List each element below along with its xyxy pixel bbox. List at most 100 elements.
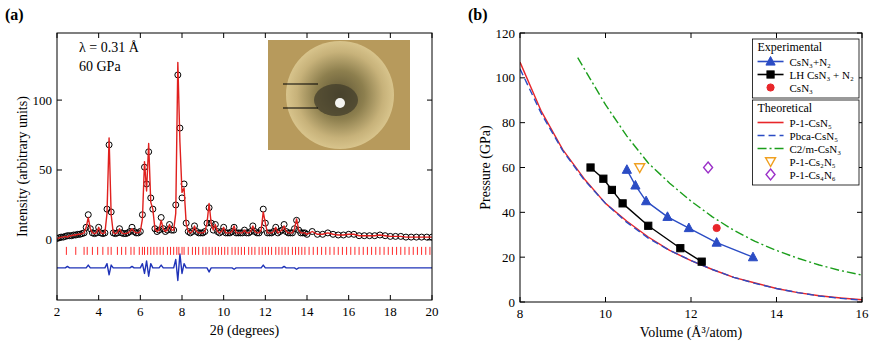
y-tick xyxy=(520,33,525,34)
series-marker xyxy=(645,222,652,229)
reflection-tick xyxy=(350,247,351,255)
inset-pointer xyxy=(283,107,318,108)
legend-marker xyxy=(766,158,776,167)
legend-label: P-1-Cs₄N₆ xyxy=(790,169,836,181)
reflection-tick xyxy=(421,247,422,255)
reflection-tick xyxy=(192,247,193,255)
x-tick-label: 20 xyxy=(426,304,439,319)
y-tick xyxy=(520,77,525,78)
x-tick xyxy=(57,33,58,38)
x-tick-label: 18 xyxy=(384,304,397,319)
y-tick-label: 100 xyxy=(496,70,516,85)
reflection-tick xyxy=(87,247,88,255)
reflection-tick xyxy=(117,247,118,255)
y-tick xyxy=(427,100,432,101)
y-tick xyxy=(57,100,62,101)
reflection-tick xyxy=(329,247,330,255)
reflection-tick xyxy=(282,247,283,255)
x-tick xyxy=(862,33,863,38)
series-marker xyxy=(677,245,684,252)
reflection-tick xyxy=(227,247,228,255)
annotations: λ = 0.31 Å60 GPa xyxy=(79,40,140,74)
panel-letter: (b) xyxy=(468,6,488,24)
reflection-tick xyxy=(309,247,310,255)
inset-sample xyxy=(314,84,358,116)
reflection-tick xyxy=(202,247,203,255)
reflection-tick xyxy=(184,247,185,255)
series-marker xyxy=(684,223,693,232)
reflection-tick xyxy=(144,247,145,255)
legend-label: P-1-Cs₂N₅ xyxy=(790,156,836,168)
reflection-tick xyxy=(371,247,372,255)
x-tick xyxy=(265,295,266,300)
x-tick xyxy=(307,295,308,300)
reflection-tick xyxy=(325,247,326,255)
profile-line xyxy=(57,254,432,281)
series-line xyxy=(627,170,753,257)
series-marker xyxy=(698,258,705,265)
x-tick xyxy=(691,33,692,38)
reflection-tick xyxy=(392,247,393,255)
reflection-tick xyxy=(275,247,276,255)
series-marker xyxy=(635,164,645,173)
reflection-tick xyxy=(254,247,255,255)
plot-area xyxy=(57,62,432,280)
x-tick xyxy=(348,33,349,38)
legend-label: P-1-CsN₅ xyxy=(790,117,833,129)
reflection-tick xyxy=(304,247,305,255)
reflection-tick xyxy=(292,247,293,255)
x-tick xyxy=(57,295,58,300)
y-tick xyxy=(57,169,62,170)
reflection-tick xyxy=(288,247,289,255)
x-tick-label: 12 xyxy=(685,306,698,321)
reflection-tick xyxy=(413,247,414,255)
reflection-tick xyxy=(388,247,389,255)
reflection-tick xyxy=(251,247,252,255)
x-tick xyxy=(605,297,606,302)
inset-photo xyxy=(268,40,410,150)
reflection-tick xyxy=(176,247,177,255)
legend-box xyxy=(753,39,859,98)
x-tick-label: 12 xyxy=(259,304,272,319)
y-tick-label: 20 xyxy=(502,250,515,265)
x-tick-label: 8 xyxy=(179,304,186,319)
legend-marker xyxy=(766,57,775,66)
reflection-tick xyxy=(163,247,164,255)
reflection-tick xyxy=(313,247,314,255)
y-tick-label: 120 xyxy=(496,26,516,41)
reflection-tick xyxy=(121,247,122,255)
x-tick xyxy=(265,33,266,38)
annotation: 60 GPa xyxy=(79,59,121,74)
x-tick xyxy=(862,297,863,302)
panel-letter: (a) xyxy=(5,6,24,24)
reflection-tick xyxy=(75,247,76,255)
reflection-tick xyxy=(221,247,222,255)
x-axis-title: 2θ (degrees) xyxy=(210,323,280,339)
reflection-tick xyxy=(218,247,219,255)
reflection-tick xyxy=(268,247,269,255)
inset-culet xyxy=(286,41,394,149)
reflection-tick xyxy=(317,247,318,255)
series-marker xyxy=(704,162,713,173)
y-tick-label: 80 xyxy=(502,115,515,130)
y-tick xyxy=(520,122,525,123)
reflection-tick xyxy=(173,247,174,255)
x-tick xyxy=(520,297,521,302)
figure: 24681012141618200501002θ (degrees)Intens… xyxy=(0,0,882,347)
y-tick xyxy=(857,302,862,303)
y-tick xyxy=(520,167,525,168)
reflection-tick xyxy=(429,247,430,255)
reflection-tick xyxy=(354,247,355,255)
series-line xyxy=(520,69,862,300)
x-tick xyxy=(776,297,777,302)
x-tick xyxy=(182,295,183,300)
x-tick-label: 10 xyxy=(599,306,612,321)
y-tick-label: 0 xyxy=(509,295,516,310)
reflection-tick xyxy=(321,247,322,255)
legend-group-title: Experimental xyxy=(758,40,823,54)
reflection-tick xyxy=(409,247,410,255)
reflection-tick xyxy=(396,247,397,255)
reflection-tick xyxy=(375,247,376,255)
legend-marker xyxy=(766,169,775,180)
x-tick-label: 8 xyxy=(517,306,524,321)
